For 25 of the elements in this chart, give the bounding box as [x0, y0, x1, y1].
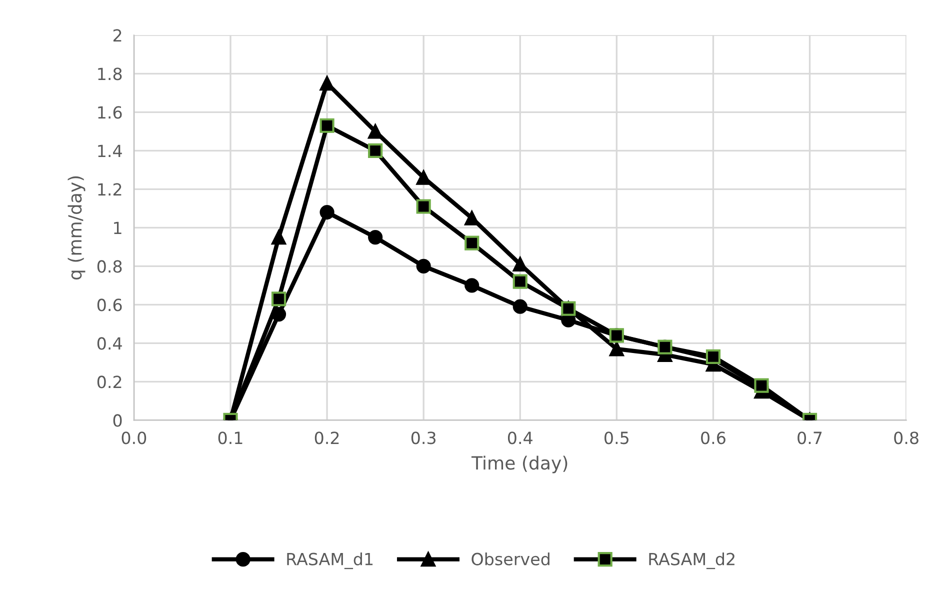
legend-label: RASAM_d2	[649, 552, 734, 570]
x-tick-label: 0.6	[701, 432, 726, 444]
x-axis-title: Time (day)	[471, 456, 568, 474]
x-tick-label: 0.5	[604, 432, 628, 444]
legend-label: RASAM_d1	[287, 552, 373, 570]
x-tick-label: 0.2	[314, 432, 339, 444]
y-tick-label: 0	[113, 414, 122, 427]
x-tick-label: 0.0	[122, 432, 146, 444]
y-tick-label: 0.6	[97, 298, 122, 312]
x-tick-label: 0.8	[894, 432, 918, 444]
x-tick-label: 0.1	[218, 432, 242, 444]
y-tick-label: 0.4	[97, 337, 122, 350]
y-tick-label: 1.4	[98, 144, 122, 157]
y-tick-label: 1	[114, 222, 122, 234]
y-tick-label: 0.2	[97, 376, 122, 388]
y-tick-label: 1.6	[98, 106, 122, 119]
x-tick-label: 0.4	[508, 432, 532, 444]
y-tick-label: 2	[113, 29, 122, 42]
legend-label: Observed	[472, 552, 550, 566]
y-axis-title: q (mm/day)	[68, 176, 86, 280]
y-tick-label: 1.8	[98, 68, 122, 80]
y-tick-label: 1.2	[98, 183, 122, 196]
x-tick-label: 0.3	[411, 432, 436, 444]
x-tick-label: 0.7	[798, 432, 822, 444]
y-tick-label: 0.8	[97, 260, 122, 273]
